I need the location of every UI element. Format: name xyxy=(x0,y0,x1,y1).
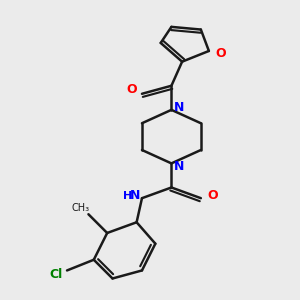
Text: O: O xyxy=(208,189,218,202)
Text: CH₃: CH₃ xyxy=(71,202,89,213)
Text: N: N xyxy=(174,160,184,172)
Text: H: H xyxy=(123,190,132,200)
Text: N: N xyxy=(130,189,140,202)
Text: Cl: Cl xyxy=(50,268,63,281)
Text: N: N xyxy=(174,101,184,114)
Text: O: O xyxy=(126,83,136,96)
Text: O: O xyxy=(216,47,226,60)
